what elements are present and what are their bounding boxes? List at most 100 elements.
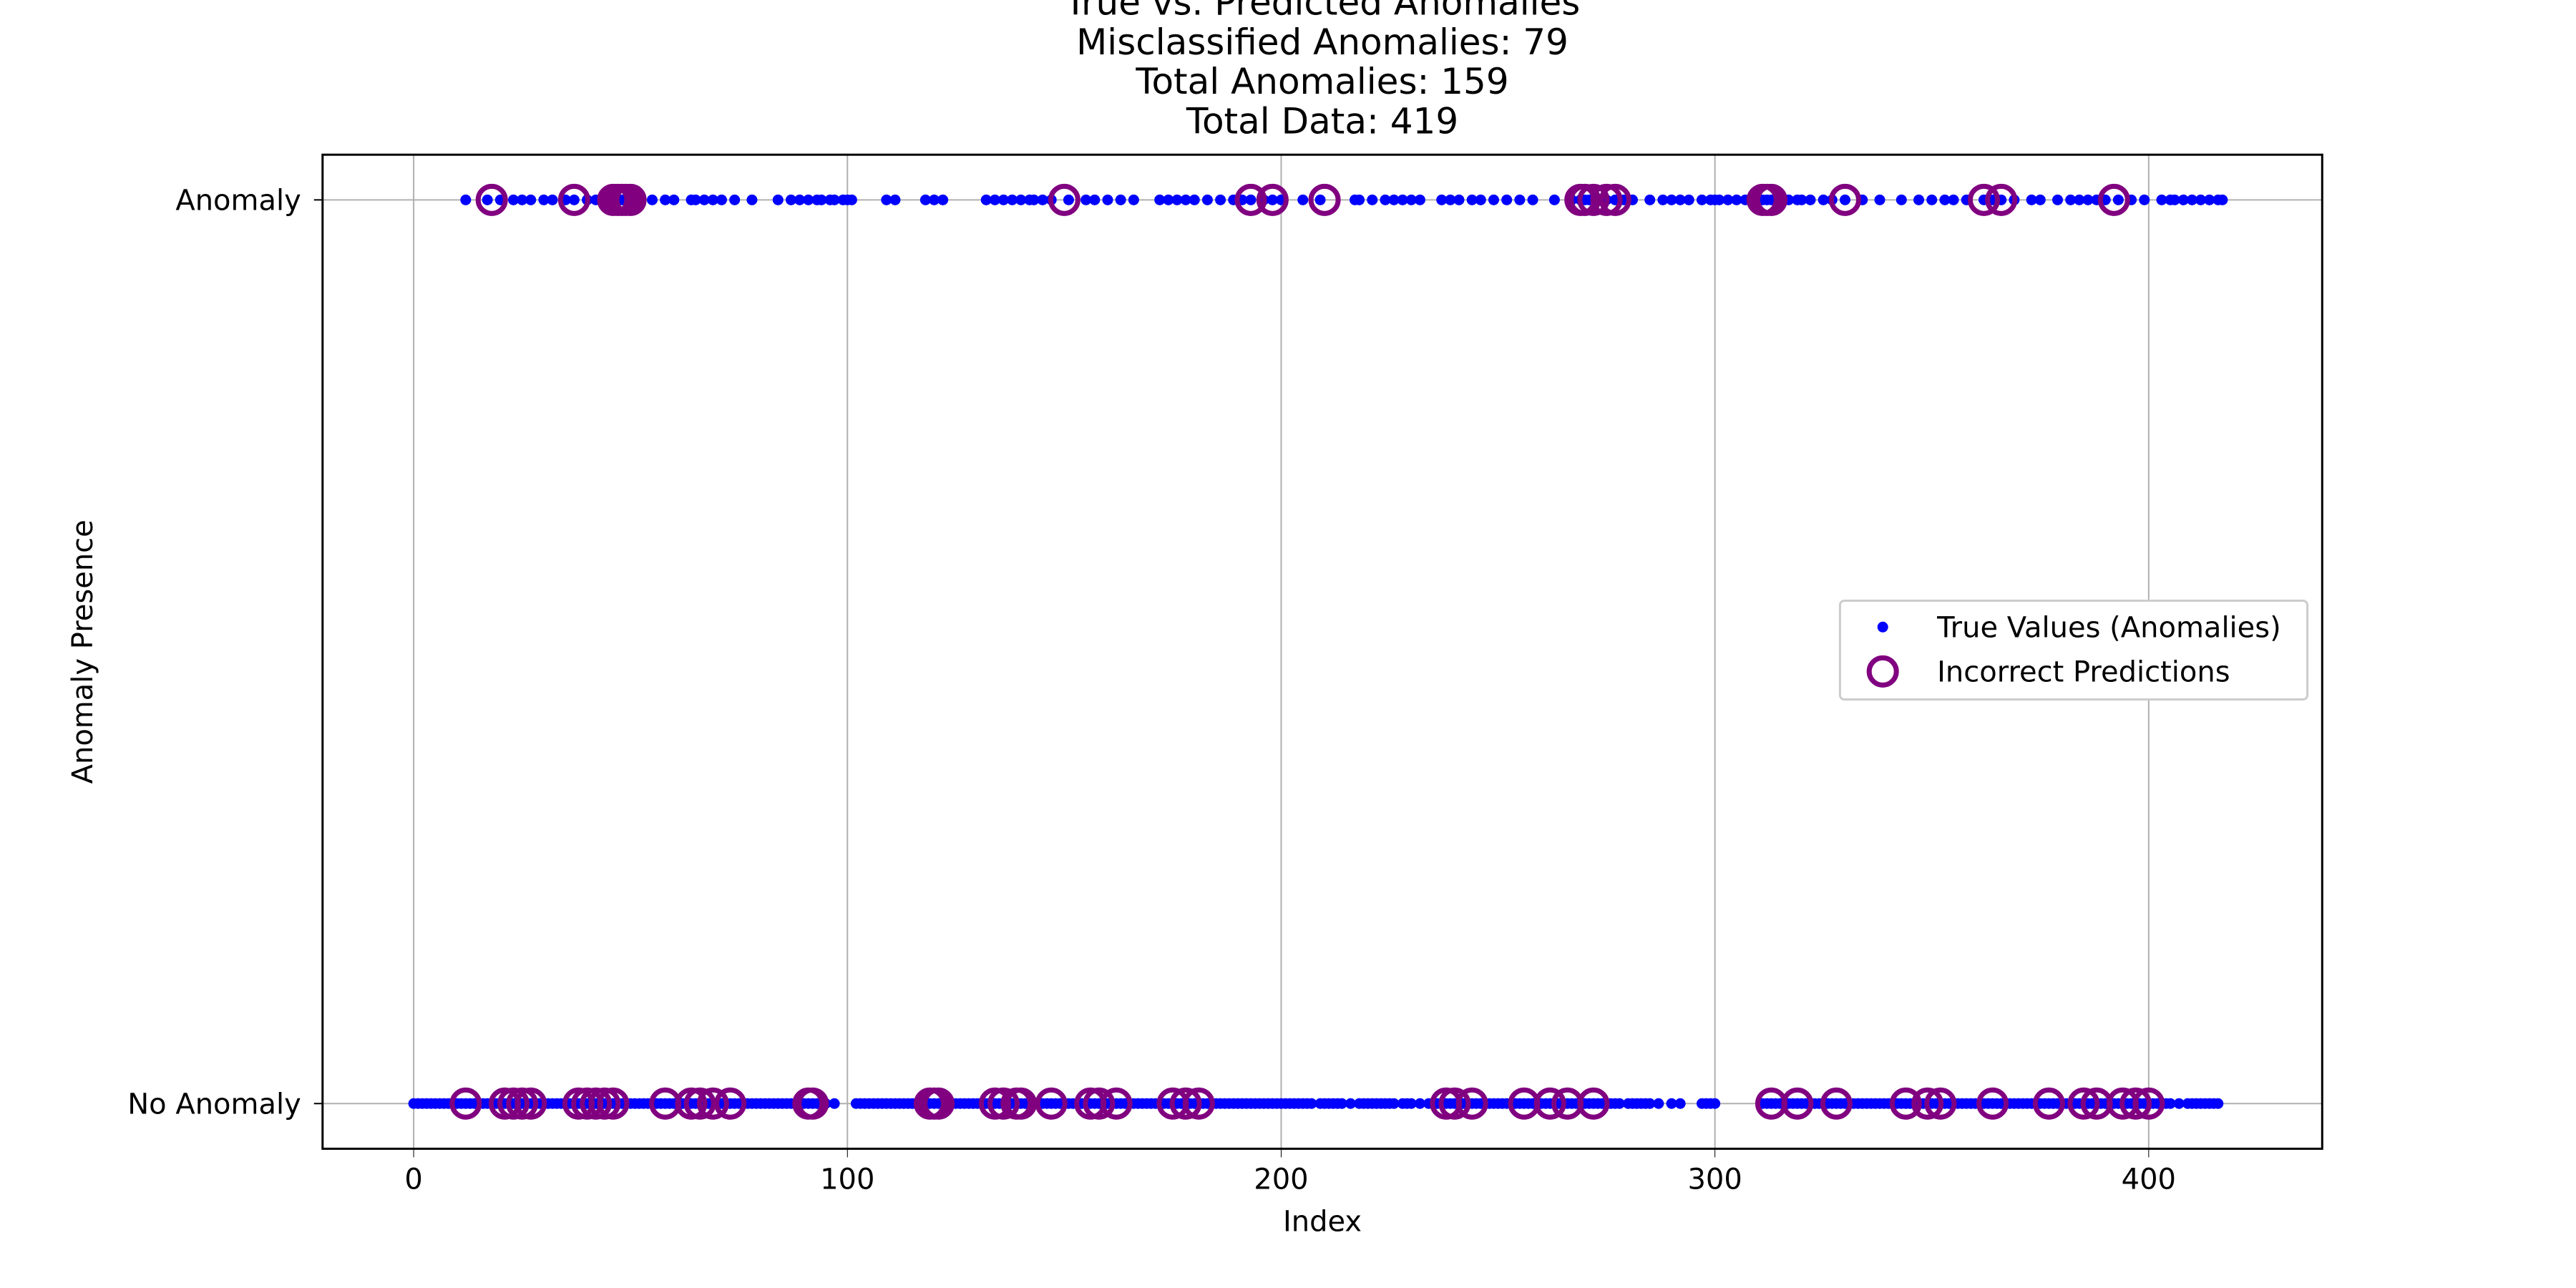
data-point-incorrect: [714, 1087, 747, 1120]
data-point-true: [1683, 194, 1694, 205]
data-point-true: [1614, 1098, 1625, 1109]
data-point-true: [2074, 194, 2085, 205]
data-point-true: [2156, 194, 2167, 205]
data-point-incorrect: [580, 1087, 613, 1120]
data-point-incorrect: [1755, 183, 1787, 216]
title-line: Total Anomalies: 159: [1135, 61, 1508, 102]
data-point-true: [1644, 194, 1656, 205]
data-point-true: [1466, 194, 1478, 205]
data-point-incorrect: [614, 183, 647, 216]
data-point-true: [646, 194, 658, 205]
data-point-true: [2186, 194, 2197, 205]
data-point-true: [525, 194, 537, 205]
data-point-true: [1128, 194, 1139, 205]
data-point-true: [1115, 194, 1126, 205]
data-point-incorrect: [2097, 183, 2130, 216]
title-line: Total Data: 419: [1186, 100, 1458, 142]
data-point-true: [668, 194, 680, 205]
data-point-true: [1089, 194, 1101, 205]
data-point-true: [1405, 1098, 1417, 1109]
data-point-true: [547, 194, 558, 205]
data-point-incorrect: [557, 183, 590, 216]
data-point-incorrect: [1985, 183, 2018, 216]
data-point-true: [989, 194, 1000, 205]
x-axis-label: Index: [1283, 1205, 1362, 1238]
data-point-true: [1189, 194, 1200, 205]
title-line: Misclassified Anomalies: 79: [1076, 21, 1568, 63]
data-point-true: [1336, 1098, 1347, 1109]
data-point-true: [2034, 194, 2046, 205]
data-point-true: [1674, 1098, 1686, 1109]
data-point-true: [1644, 1098, 1656, 1109]
data-point-true: [929, 194, 940, 205]
data-point-incorrect: [1889, 1087, 1922, 1120]
data-point-true: [1354, 194, 1365, 205]
data-point-true: [1722, 194, 1734, 205]
data-point-true: [1714, 194, 1725, 205]
data-point-incorrect: [1828, 183, 1861, 216]
legend-label-incorrect-predictions: Incorrect Predictions: [1937, 655, 2230, 688]
data-point-true: [919, 194, 931, 205]
data-point-incorrect: [2067, 1087, 2100, 1120]
legend: True Values (Anomalies) Incorrect Predic…: [1838, 600, 2309, 701]
data-point-true: [1080, 194, 1092, 205]
data-point-true: [1028, 194, 1040, 205]
data-point-true: [1731, 194, 1742, 205]
data-point-true: [729, 194, 741, 205]
data-point-incorrect: [1590, 183, 1623, 216]
data-point-true: [2204, 194, 2215, 205]
data-point-incorrect: [1577, 183, 1610, 216]
data-point-incorrect: [1577, 1087, 1610, 1120]
data-point-incorrect: [1533, 1087, 1566, 1120]
x-tick-label: 0: [404, 1163, 422, 1196]
data-point-true: [1926, 194, 1938, 205]
data-point-incorrect: [1911, 1087, 1944, 1120]
data-point-true: [1414, 194, 1425, 205]
data-point-true: [1388, 1098, 1400, 1109]
data-point-incorrect: [2119, 1087, 2152, 1120]
data-point-true: [1215, 194, 1226, 205]
data-point-true: [568, 194, 580, 205]
data-point-true: [2169, 194, 2180, 205]
data-point-true: [716, 194, 727, 205]
data-point-true: [690, 194, 701, 205]
data-point-true: [482, 194, 493, 205]
data-point-true: [508, 194, 519, 205]
data-point-true: [1405, 194, 1417, 205]
data-point-true: [1388, 194, 1400, 205]
data-point-true: [980, 194, 992, 205]
data-point-true: [2065, 194, 2077, 205]
data-point-incorrect: [1455, 1087, 1488, 1120]
data-point-true: [1163, 194, 1174, 205]
data-point-true: [846, 194, 857, 205]
data-point-true: [1453, 194, 1465, 205]
data-point-true: [1245, 194, 1257, 205]
data-point-incorrect: [1976, 1087, 2009, 1120]
data-point-true: [794, 194, 806, 205]
data-point-incorrect: [1438, 1087, 1471, 1120]
data-point-true: [1445, 194, 1456, 205]
data-point-incorrect: [696, 1087, 729, 1120]
data-point-true: [2139, 194, 2150, 205]
data-point-incorrect: [1256, 183, 1289, 216]
data-point-true: [1653, 1098, 1664, 1109]
data-point-true: [1666, 1098, 1677, 1109]
legend-label-true-values: True Values (Anomalies): [1936, 611, 2281, 644]
data-point-true: [1007, 194, 1018, 205]
data-point-true: [1037, 194, 1048, 205]
x-tick-label: 200: [1254, 1163, 1308, 1196]
data-point-true: [1102, 194, 1113, 205]
data-point-true: [1367, 194, 1378, 205]
data-point-incorrect: [683, 1087, 716, 1120]
data-point-true: [1414, 1098, 1425, 1109]
data-point-true: [1948, 194, 1959, 205]
legend-marker-incorrect-predictions: [1866, 655, 1899, 688]
data-point-true: [1796, 194, 1807, 205]
data-point-true: [1674, 194, 1686, 205]
data-point-true: [1267, 194, 1278, 205]
data-point-incorrect: [514, 1087, 547, 1120]
data-point-true: [2026, 194, 2037, 205]
data-point-true: [746, 194, 758, 205]
data-point-true: [517, 194, 528, 205]
data-point-true: [660, 194, 671, 205]
